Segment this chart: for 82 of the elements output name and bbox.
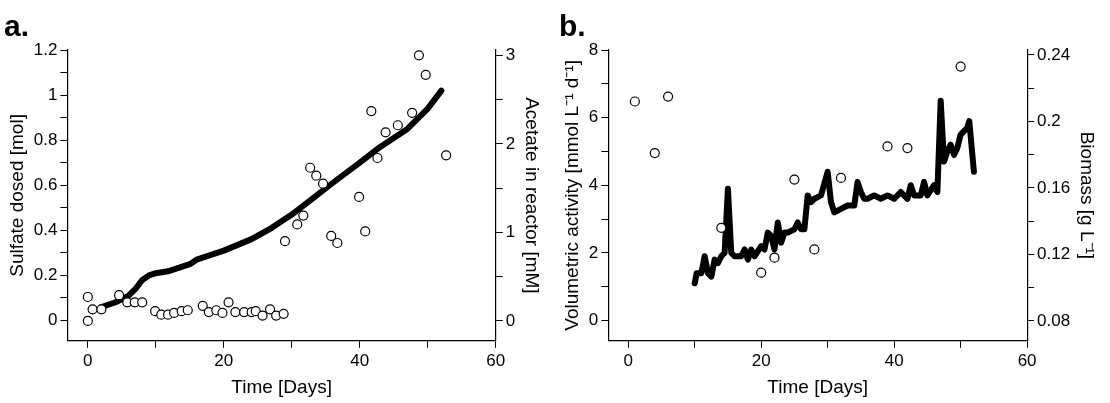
point bbox=[217, 307, 228, 319]
point bbox=[114, 290, 125, 301]
y2-tick-label: 3 bbox=[505, 45, 516, 64]
x-tick-label: 40 bbox=[350, 350, 370, 370]
y-tick-label: 0.2 bbox=[33, 265, 58, 285]
point bbox=[902, 142, 913, 154]
y-axis-title: Volumetric activity [mmol L⁻¹ d⁻¹] bbox=[560, 60, 582, 331]
point bbox=[278, 308, 289, 319]
point bbox=[317, 178, 329, 189]
y2-axis-title: Acetate in reactor [mM] bbox=[522, 97, 544, 294]
point bbox=[264, 304, 276, 315]
y-tick-label: 8 bbox=[588, 39, 599, 59]
y2-tick-label: 0.08 bbox=[1037, 310, 1071, 330]
y-tick-label: 0 bbox=[47, 310, 58, 330]
x-tick-label: 20 bbox=[751, 350, 771, 370]
y-tick-label: 6 bbox=[588, 107, 599, 127]
point bbox=[392, 120, 403, 131]
point bbox=[230, 306, 241, 318]
point bbox=[882, 141, 893, 152]
point bbox=[809, 244, 820, 255]
point bbox=[413, 50, 425, 61]
point bbox=[87, 304, 98, 315]
point bbox=[407, 107, 418, 118]
point bbox=[360, 226, 371, 237]
point bbox=[420, 69, 431, 80]
point bbox=[223, 297, 234, 308]
y2-tick-label: 0.2 bbox=[1037, 111, 1061, 131]
point bbox=[311, 170, 322, 181]
point bbox=[789, 174, 800, 185]
point bbox=[955, 61, 966, 72]
y2-tick-label: 1 bbox=[505, 222, 516, 242]
y-tick-label: 0 bbox=[588, 310, 599, 330]
point bbox=[82, 315, 93, 326]
x-tick-label: 60 bbox=[1017, 350, 1037, 370]
point bbox=[649, 147, 660, 159]
point bbox=[197, 300, 208, 311]
point bbox=[137, 297, 148, 308]
point bbox=[372, 152, 383, 164]
x-tick-label: 40 bbox=[884, 350, 904, 370]
point bbox=[292, 219, 303, 230]
point bbox=[257, 310, 268, 321]
chart-title: a. bbox=[4, 9, 30, 43]
y-tick-label: 1.2 bbox=[33, 39, 58, 59]
y-tick-label: 0.8 bbox=[33, 129, 58, 149]
x-tick-label: 60 bbox=[486, 350, 506, 370]
x-tick-label: 0 bbox=[83, 350, 93, 370]
point bbox=[182, 305, 193, 316]
point bbox=[380, 127, 391, 138]
chart-title: b. bbox=[559, 9, 586, 43]
point bbox=[716, 222, 727, 233]
point bbox=[326, 230, 337, 241]
point bbox=[298, 210, 309, 221]
point bbox=[662, 91, 674, 102]
point bbox=[353, 191, 365, 203]
point bbox=[756, 267, 767, 278]
y-axis-title: Sulfate dosed [mol] bbox=[5, 114, 27, 277]
x-tick-label: 20 bbox=[214, 350, 234, 370]
y-tick-label: 0.4 bbox=[33, 220, 58, 240]
point bbox=[441, 150, 452, 161]
point bbox=[305, 162, 316, 173]
point bbox=[332, 237, 343, 249]
y-tick-label: 4 bbox=[588, 174, 599, 194]
y2-tick-label: 0.12 bbox=[1037, 244, 1071, 264]
point bbox=[366, 105, 377, 117]
y2-tick-label: 0 bbox=[505, 310, 516, 330]
y-tick-label: 2 bbox=[588, 242, 599, 262]
x-axis-title: Time [Days] bbox=[767, 375, 868, 397]
point bbox=[629, 96, 640, 107]
y-tick-label: 0.6 bbox=[33, 174, 58, 194]
x-axis-title: Time [Days] bbox=[231, 375, 332, 397]
point bbox=[279, 236, 291, 247]
point bbox=[250, 306, 261, 317]
y2-tick-label: 0.24 bbox=[1037, 44, 1071, 64]
y2-tick-label: 0.16 bbox=[1037, 177, 1071, 197]
x-tick-label: 0 bbox=[623, 350, 633, 370]
point bbox=[82, 291, 93, 303]
point bbox=[96, 304, 107, 315]
y2-axis-title: Biomass [g L⁻¹] bbox=[1077, 131, 1099, 260]
point bbox=[769, 252, 780, 263]
point bbox=[835, 172, 847, 184]
y2-tick-label: 2 bbox=[505, 133, 516, 153]
y-tick-label: 1 bbox=[47, 84, 58, 104]
